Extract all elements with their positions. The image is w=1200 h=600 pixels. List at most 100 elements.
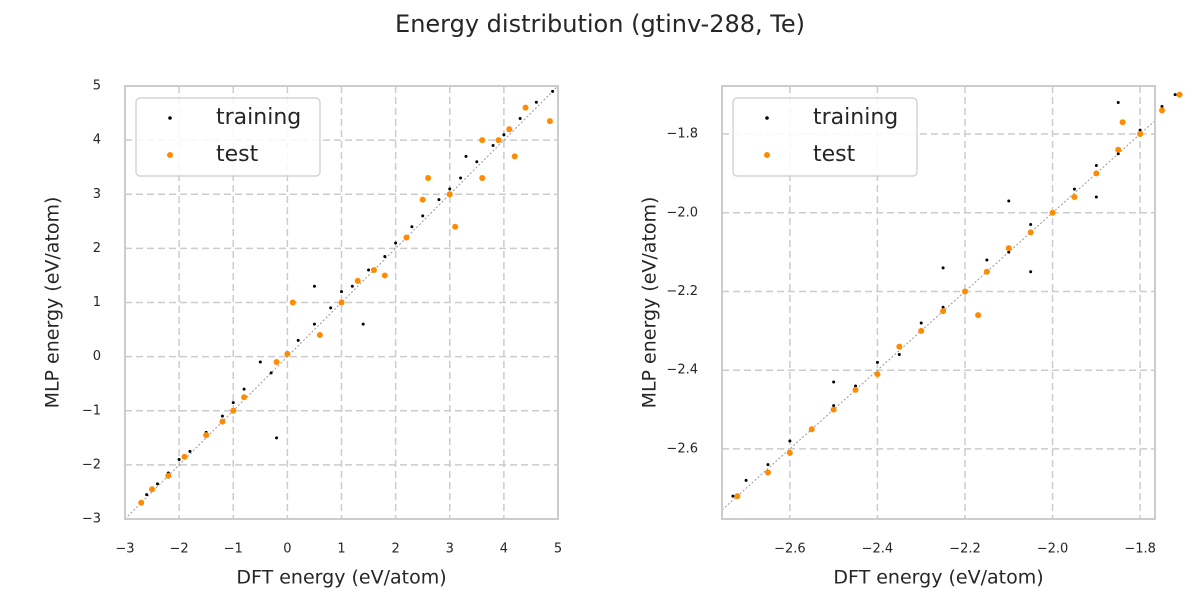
point — [448, 187, 452, 191]
point — [1138, 128, 1142, 132]
x-axis-label: DFT energy (eV/atom) — [833, 567, 1043, 589]
x-tick-label: −1.8 — [1124, 542, 1156, 557]
point — [744, 478, 748, 482]
point — [459, 176, 463, 180]
y-tick-label: −2.6 — [666, 441, 698, 456]
point — [446, 191, 453, 198]
point — [149, 486, 156, 493]
point — [1071, 194, 1078, 201]
y-tick-label: 3 — [93, 187, 101, 202]
point — [219, 418, 226, 425]
point — [522, 104, 529, 111]
point — [495, 137, 502, 144]
point — [1159, 107, 1166, 114]
point — [475, 160, 479, 164]
identity-line — [721, 120, 1156, 511]
point — [1119, 119, 1126, 126]
point — [316, 331, 323, 338]
legend-label: training — [813, 105, 898, 130]
point — [941, 266, 945, 270]
x-tick-label: 2 — [391, 542, 399, 557]
point — [766, 463, 770, 467]
point — [241, 394, 248, 401]
legend-marker — [167, 152, 173, 158]
point — [479, 175, 486, 182]
point — [203, 432, 210, 439]
point — [284, 350, 291, 357]
x-tick-label: 3 — [446, 542, 454, 557]
point — [764, 469, 771, 476]
point — [1137, 131, 1144, 138]
x-tick-label: −2 — [170, 542, 189, 557]
point — [231, 401, 235, 405]
legend-marker — [168, 116, 172, 120]
point — [491, 144, 495, 148]
point — [941, 305, 945, 309]
point — [410, 225, 414, 229]
point — [421, 214, 425, 218]
point — [479, 137, 486, 144]
y-tick-label: −2.4 — [666, 363, 698, 378]
point — [1160, 104, 1164, 108]
point — [394, 241, 398, 245]
point — [312, 284, 316, 288]
point — [1049, 209, 1056, 216]
point — [312, 322, 316, 326]
point — [786, 449, 793, 456]
point — [367, 268, 371, 272]
y-tick-label: 5 — [93, 79, 101, 94]
point — [220, 414, 224, 418]
x-tick-label: 1 — [337, 542, 345, 557]
point — [546, 118, 553, 125]
point — [383, 254, 387, 258]
figure-title: Energy distribution (gtinv-288, Te) — [395, 10, 805, 38]
point — [242, 387, 246, 391]
point — [1007, 199, 1011, 203]
x-tick-label: −2.0 — [1037, 542, 1069, 557]
y-tick-label: −1.8 — [666, 127, 698, 142]
y-tick-label: −3 — [82, 512, 101, 527]
point — [350, 284, 354, 288]
x-tick-label: 0 — [283, 542, 291, 557]
y-tick-label: 4 — [93, 133, 101, 148]
point — [897, 352, 901, 356]
point — [437, 198, 441, 202]
point — [338, 299, 345, 306]
point — [145, 493, 149, 497]
point — [1005, 245, 1012, 252]
point — [165, 472, 172, 479]
point — [506, 126, 513, 133]
point — [269, 371, 273, 375]
point — [502, 133, 506, 137]
legend-box — [135, 97, 321, 177]
point — [1173, 93, 1177, 97]
y-tick-label: −1 — [82, 403, 101, 418]
point — [1115, 146, 1122, 153]
point — [1116, 152, 1120, 156]
point — [354, 277, 361, 284]
point — [875, 360, 879, 364]
x-tick-label: −2.4 — [862, 542, 894, 557]
y-tick-label: −2.2 — [666, 284, 698, 299]
point — [832, 404, 836, 408]
x-tick-label: −1 — [224, 542, 243, 557]
point — [734, 493, 741, 500]
x-tick-label: 5 — [554, 542, 562, 557]
point — [340, 290, 343, 294]
legend-box — [732, 97, 918, 177]
x-tick-label: −2.2 — [949, 542, 981, 557]
y-tick-label: −2 — [82, 457, 101, 472]
point — [370, 267, 377, 274]
point — [1029, 223, 1033, 227]
y-tick-label: 0 — [93, 349, 101, 364]
point — [985, 258, 989, 262]
point — [961, 288, 968, 295]
legend-marker — [765, 116, 769, 120]
point — [1072, 187, 1076, 191]
point — [296, 338, 300, 342]
point — [181, 453, 188, 460]
y-axis-label: MLP energy (eV/atom) — [639, 197, 661, 409]
point — [403, 234, 410, 241]
